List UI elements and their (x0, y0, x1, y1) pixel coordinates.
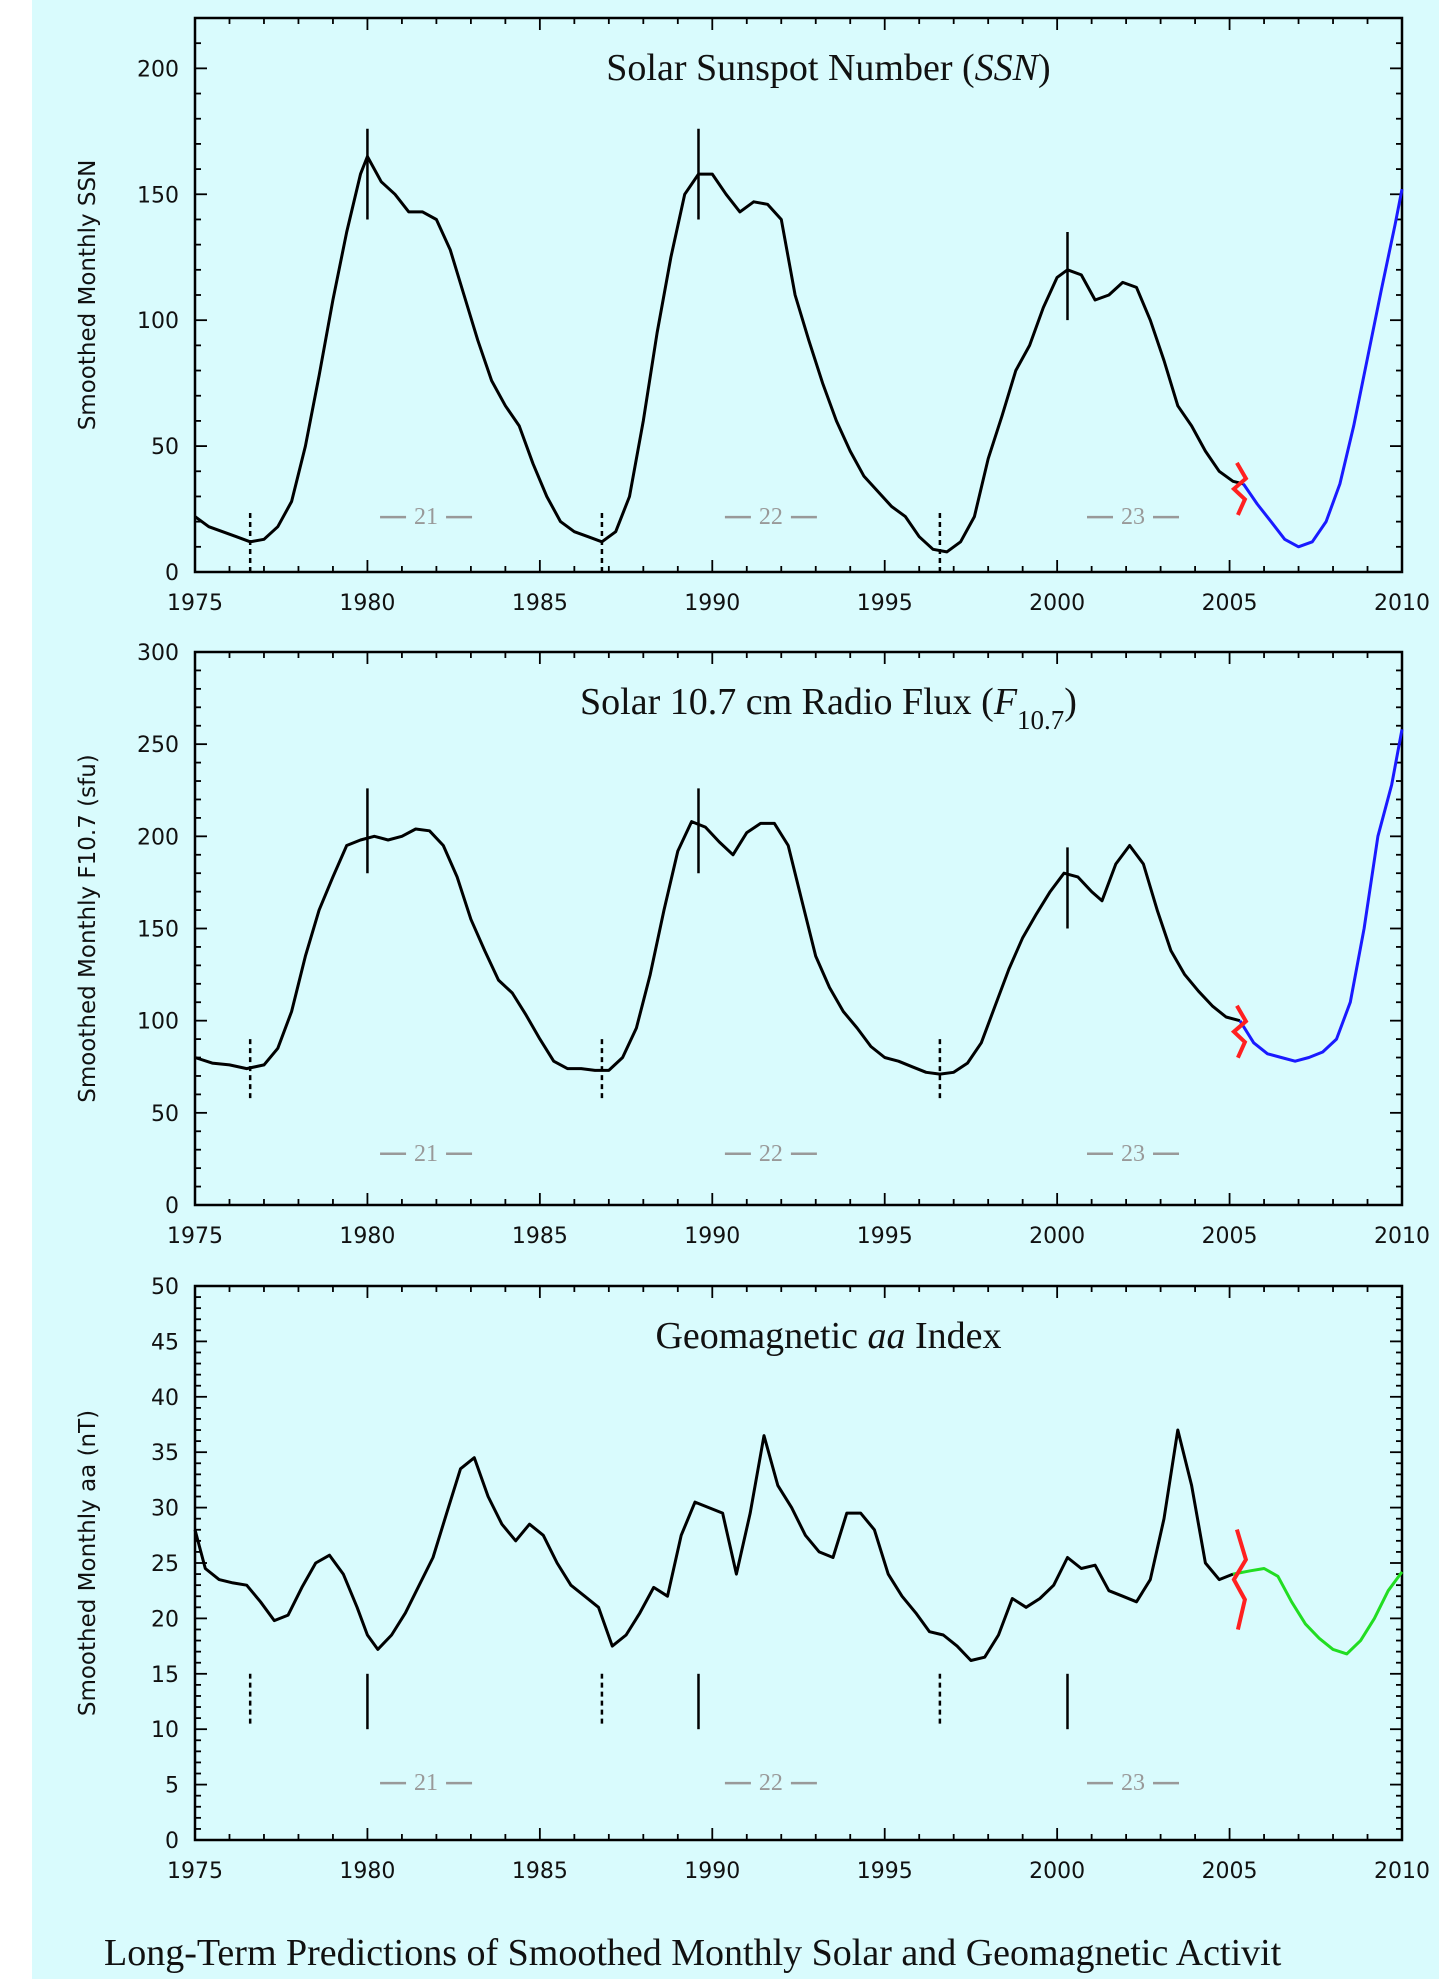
observed-series-line-ssn (194, 155, 1244, 554)
figure-caption: Long-Term Predictions of Smoothed Monthl… (104, 1932, 1282, 1974)
y-tick-label-ssn: 200 (137, 57, 179, 82)
chart-title-part: 10.7 (1017, 705, 1064, 735)
plot-frame-aa (193, 1284, 1404, 1842)
predicted-series-line-aa (1232, 1567, 1404, 1656)
chart-title-part: Solar 10.7 cm Radio Flux ( (580, 681, 994, 723)
y-tick-label-aa: 50 (151, 1275, 179, 1300)
current-value-marker-ssn (1230, 461, 1249, 516)
x-tick-label-aa: 1980 (339, 1859, 395, 1884)
chart-panel-ssn: 1975 1980 1985 1990 1995 2000 2005 2010 0 50 100 15… (75, 16, 1430, 616)
chart-panel-aa: 1975 1980 1985 1990 1995 2000 2005 2010 0 5 10 15 20… (75, 1275, 1430, 1884)
x-tick-label-f107: 2010 (1374, 1224, 1430, 1249)
y-tick-label-aa: 5 (165, 1774, 179, 1799)
x-tick-label-ssn: 2005 (1202, 591, 1258, 616)
x-tick-label-f107: 1995 (857, 1224, 913, 1249)
x-tick-label-aa: 2010 (1374, 1859, 1430, 1884)
x-tick-label-ssn: 1995 (857, 591, 913, 616)
y-tick-label-f107: 50 (151, 1102, 179, 1127)
y-tick-label-f107: 150 (137, 918, 179, 943)
cycle-label-aa: 23 (1121, 1770, 1145, 1796)
y-tick-label-aa: 35 (151, 1441, 179, 1466)
y-tick-label-aa: 20 (151, 1607, 179, 1632)
y-tick-label-f107: 200 (137, 825, 179, 850)
y-tick-label-aa: 25 (151, 1552, 179, 1577)
x-tick-label-f107: 1985 (512, 1224, 568, 1249)
predicted-series-line-ssn (1242, 188, 1404, 549)
x-tick-label-aa: 1975 (167, 1859, 223, 1884)
y-tick-label-aa: 10 (151, 1718, 179, 1743)
chart-panel-f107: 1975 1980 1985 1990 1995 2000 2005 2010 0 50 100 15… (75, 641, 1430, 1249)
chart-title-part: Index (906, 1315, 1002, 1357)
y-tick-label-aa: 45 (151, 1330, 179, 1355)
y-tick-label-f107: 250 (137, 733, 179, 758)
y-tick-label-ssn: 100 (137, 309, 179, 334)
x-tick-label-ssn: 2000 (1029, 591, 1085, 616)
y-tick-label-ssn: 0 (165, 561, 179, 586)
chart-title-ssn: Solar Sunspot Number (SSN) (606, 47, 1050, 89)
chart-title-part: ) (1064, 681, 1077, 723)
y-tick-label-f107: 300 (137, 641, 179, 666)
predicted-series-line-f107 (1238, 729, 1404, 1063)
chart-title-part: Solar Sunspot Number ( (606, 47, 974, 89)
y-axis-label-aa: Smoothed Monthly aa (nT) (75, 1410, 101, 1716)
x-tick-label-ssn: 1990 (684, 591, 740, 616)
x-tick-label-f107: 1975 (167, 1224, 223, 1249)
x-tick-label-ssn: 1985 (512, 591, 568, 616)
y-tick-label-ssn: 150 (137, 183, 179, 208)
x-tick-label-aa: 2000 (1029, 1859, 1085, 1884)
y-tick-label-f107: 0 (165, 1194, 179, 1219)
figure-background (32, 0, 1439, 1979)
y-axis-label-ssn: Smoothed Monthly SSN (75, 160, 101, 431)
observed-series-line-f107 (194, 820, 1241, 1076)
y-tick-label-ssn: 50 (151, 435, 179, 460)
x-tick-label-f107: 2005 (1202, 1224, 1258, 1249)
cycle-label-f107: 23 (1121, 1141, 1145, 1167)
chart-title-aa: Geomagnetic aa Index (655, 1315, 1001, 1357)
y-axis-label-f107: Smoothed Monthly F10.7 (sfu) (75, 754, 101, 1103)
plot-frame-f107 (193, 650, 1404, 1207)
x-tick-label-aa: 1985 (512, 1859, 568, 1884)
current-value-marker-aa (1231, 1529, 1249, 1631)
y-tick-label-aa: 0 (165, 1829, 179, 1854)
y-tick-label-aa: 40 (151, 1386, 179, 1411)
chart-title-part: ) (1038, 47, 1051, 89)
y-tick-label-aa: 30 (151, 1497, 179, 1522)
cycle-label-ssn: 21 (414, 504, 438, 530)
cycle-label-aa: 22 (759, 1770, 783, 1796)
current-value-marker-f107 (1230, 1004, 1249, 1059)
y-tick-label-aa: 15 (151, 1663, 179, 1688)
cycle-label-f107: 22 (759, 1141, 783, 1167)
x-tick-label-aa: 1990 (684, 1859, 740, 1884)
cycle-label-ssn: 22 (759, 504, 783, 530)
x-tick-label-f107: 2000 (1029, 1224, 1085, 1249)
plot-frame-ssn (193, 16, 1404, 574)
x-tick-label-aa: 1995 (857, 1859, 913, 1884)
x-tick-label-ssn: 2010 (1374, 591, 1430, 616)
cycle-label-f107: 21 (414, 1141, 438, 1167)
x-tick-label-ssn: 1975 (167, 591, 223, 616)
chart-title-part: SSN (975, 47, 1041, 89)
y-tick-label-f107: 100 (137, 1010, 179, 1035)
x-tick-label-aa: 2005 (1202, 1859, 1258, 1884)
x-tick-label-f107: 1980 (339, 1224, 395, 1249)
x-tick-label-ssn: 1980 (339, 591, 395, 616)
chart-title-part: aa (868, 1315, 906, 1357)
chart-title-part: F (993, 681, 1018, 723)
chart-title-part: Geomagnetic (655, 1315, 867, 1357)
chart-title-f107: Solar 10.7 cm Radio Flux (F10.7) (580, 681, 1077, 735)
cycle-label-aa: 21 (414, 1770, 438, 1796)
x-tick-label-f107: 1990 (684, 1224, 740, 1249)
cycle-label-ssn: 23 (1121, 504, 1145, 530)
observed-series-line-aa (193, 1428, 1234, 1662)
